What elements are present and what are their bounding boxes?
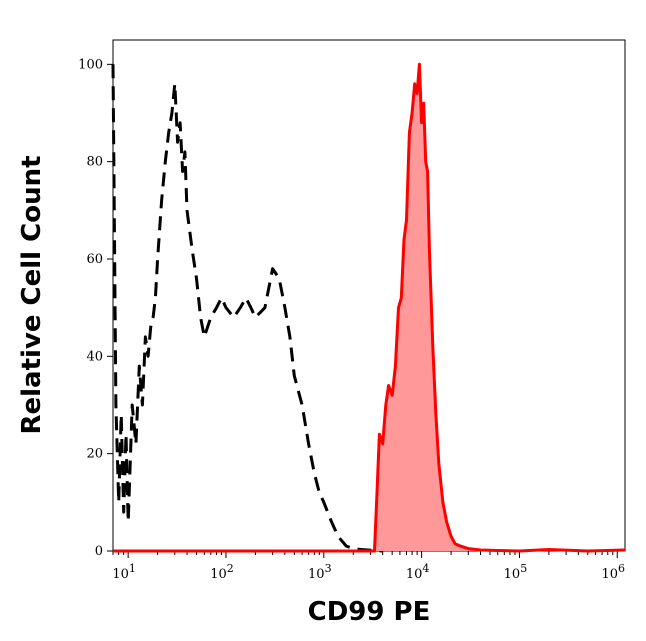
x-axis-title: CD99 PE <box>308 597 431 627</box>
series-1-area <box>113 64 625 552</box>
x-tick-label: 102 <box>210 562 234 582</box>
x-tick-label: 106 <box>601 562 625 582</box>
x-tick-label: 105 <box>504 562 528 582</box>
y-tick-label: 40 <box>86 349 103 364</box>
x-axis-ticks: 101 102 103 104 105 106 <box>112 551 625 582</box>
series-0-line <box>111 64 383 553</box>
y-axis-title: Relative Cell Count <box>17 155 47 434</box>
y-tick-label: 60 <box>86 252 103 267</box>
x-tick-label: 104 <box>406 562 430 582</box>
y-tick-label: 0 <box>95 544 103 559</box>
x-tick-label: 101 <box>112 562 136 582</box>
y-tick-label: 80 <box>86 155 103 170</box>
series-layer <box>111 62 626 553</box>
y-tick-label: 20 <box>86 447 103 462</box>
x-tick-label: 103 <box>308 562 332 582</box>
y-tick-label: 100 <box>78 57 103 72</box>
plot-frame <box>112 39 626 552</box>
y-axis-ticks: 0 20 40 60 80 100 <box>78 57 113 559</box>
series-1-line <box>113 62 626 553</box>
